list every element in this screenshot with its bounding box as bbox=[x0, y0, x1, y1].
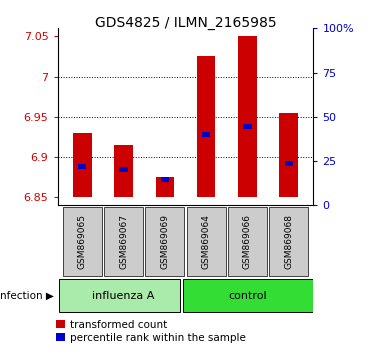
Legend: transformed count, percentile rank within the sample: transformed count, percentile rank withi… bbox=[55, 319, 247, 344]
FancyBboxPatch shape bbox=[187, 207, 226, 276]
Bar bbox=[161, 177, 169, 182]
Bar bbox=[155, 177, 174, 197]
Bar bbox=[243, 124, 252, 129]
Text: GSM869068: GSM869068 bbox=[284, 214, 293, 269]
FancyBboxPatch shape bbox=[145, 207, 184, 276]
Text: control: control bbox=[228, 291, 267, 301]
Bar bbox=[285, 161, 293, 166]
Bar bbox=[238, 36, 257, 197]
Bar bbox=[202, 132, 210, 137]
Text: GSM869065: GSM869065 bbox=[78, 214, 87, 269]
Bar bbox=[78, 164, 86, 169]
Text: GSM869066: GSM869066 bbox=[243, 214, 252, 269]
Text: infection ▶: infection ▶ bbox=[0, 291, 54, 301]
FancyBboxPatch shape bbox=[269, 207, 308, 276]
FancyBboxPatch shape bbox=[104, 207, 143, 276]
Bar bbox=[197, 57, 216, 197]
Text: GSM869064: GSM869064 bbox=[202, 214, 211, 269]
Bar bbox=[279, 113, 298, 197]
Bar bbox=[114, 145, 133, 197]
FancyBboxPatch shape bbox=[183, 279, 313, 312]
FancyBboxPatch shape bbox=[59, 279, 180, 312]
Bar bbox=[119, 167, 128, 172]
Text: GSM869067: GSM869067 bbox=[119, 214, 128, 269]
Text: GSM869069: GSM869069 bbox=[160, 214, 169, 269]
FancyBboxPatch shape bbox=[228, 207, 267, 276]
FancyBboxPatch shape bbox=[63, 207, 102, 276]
Bar bbox=[73, 133, 92, 197]
Text: influenza A: influenza A bbox=[92, 291, 155, 301]
Text: GDS4825 / ILMN_2165985: GDS4825 / ILMN_2165985 bbox=[95, 16, 276, 30]
